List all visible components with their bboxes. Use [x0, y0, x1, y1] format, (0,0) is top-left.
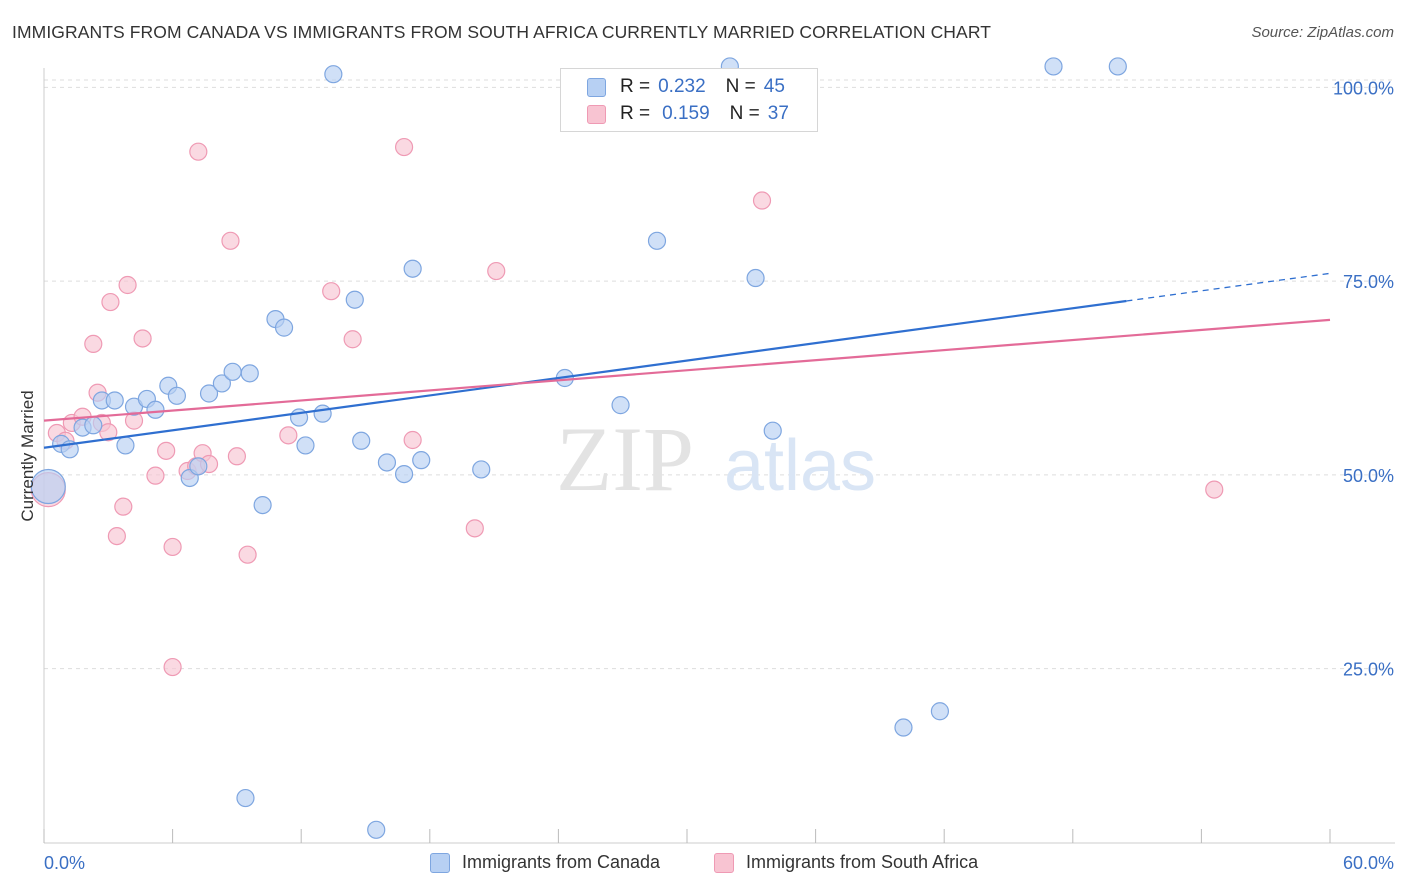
south-africa-point	[84, 334, 103, 353]
y-tick-label: 100.0%	[1333, 78, 1394, 98]
legend-r-value-south-africa: 0.159	[662, 103, 710, 124]
legend-swatch-canada	[587, 77, 606, 97]
y-tick-label: 25.0%	[1343, 660, 1394, 680]
canada-point	[199, 384, 219, 403]
legend-swatch-south-africa	[587, 104, 606, 124]
south-africa-point	[394, 137, 414, 157]
x-tick-label-max: 60.0%	[1343, 853, 1394, 873]
south-africa-point	[118, 275, 137, 295]
canada-point	[30, 468, 66, 505]
canada-point	[84, 416, 103, 435]
legend-row-south-africa: R = 0.159 N = 37	[587, 101, 789, 127]
bottom-legend-canada: Immigrants from Canada	[430, 852, 660, 873]
canada-point	[223, 362, 242, 381]
canada-point	[352, 431, 371, 450]
canada-point	[403, 259, 422, 278]
south-africa-point	[107, 526, 126, 546]
canada-point	[313, 404, 332, 423]
canada-point	[167, 386, 186, 405]
legend-r-label: R =	[620, 103, 651, 124]
chart-title: IMMIGRANTS FROM CANADA VS IMMIGRANTS FRO…	[12, 22, 992, 42]
canada-point	[763, 421, 782, 440]
south-africa-point	[163, 537, 182, 557]
canada-point	[367, 820, 386, 839]
y-axis-title: Currently Married	[18, 390, 37, 522]
south-africa-point	[133, 329, 152, 348]
canada-point	[345, 290, 364, 309]
canada-point	[116, 436, 135, 455]
canada-point	[189, 457, 208, 476]
south-africa-point	[99, 423, 118, 442]
bottom-legend-south-africa: Immigrants from South Africa	[714, 852, 978, 873]
canada-point	[377, 453, 397, 472]
south-africa-point	[343, 330, 362, 349]
canada-point	[647, 231, 667, 250]
axes	[43, 68, 1395, 844]
south-africa-point	[227, 447, 246, 466]
canada-point	[253, 496, 272, 515]
canada-point	[472, 460, 491, 479]
canada-point	[746, 268, 765, 288]
south-africa-point	[465, 519, 484, 538]
south-africa-point	[279, 426, 298, 445]
south-africa-point	[487, 261, 506, 281]
legend-n-label: N =	[729, 103, 760, 124]
watermark-zip: ZIP	[556, 408, 694, 510]
y-tick-label: 75.0%	[1343, 272, 1394, 292]
south-africa-point	[157, 441, 176, 460]
canada-point	[240, 364, 259, 383]
canada-point	[236, 788, 255, 808]
canada-point	[1108, 57, 1127, 76]
bottom-legend-label-canada: Immigrants from Canada	[462, 852, 661, 872]
south-africa-point	[403, 430, 422, 450]
south-africa-point	[101, 292, 120, 312]
legend: R = 0.232 N = 45 R = 0.159 N = 37	[560, 68, 818, 132]
canada-trendline-dashed	[1126, 272, 1331, 302]
x-tick-label-min: 0.0%	[44, 853, 85, 873]
canada-point	[894, 718, 913, 737]
canada-point	[296, 436, 315, 455]
south-africa-point	[322, 282, 341, 301]
canada-point	[394, 465, 414, 484]
y-tick-label: 50.0%	[1343, 466, 1394, 486]
bottom-legend-swatch-canada	[430, 852, 450, 873]
bottom-legend-label-south-africa: Immigrants from South Africa	[746, 852, 979, 872]
south-africa-point	[752, 191, 772, 210]
canada-point	[212, 374, 231, 393]
south-africa-point	[163, 657, 182, 677]
trendlines	[43, 272, 1331, 449]
south-africa-trendline	[43, 318, 1331, 422]
canada-point	[105, 391, 124, 410]
canada-point	[274, 318, 294, 337]
canada-point	[930, 702, 950, 721]
watermark-atlas: atlas	[724, 426, 876, 506]
south-africa-point	[221, 231, 240, 250]
south-africa-point	[1205, 480, 1224, 499]
legend-n-label: N =	[725, 76, 756, 97]
tick-labels: 100.0% 75.0% 50.0% 25.0% 0.0% 60.0%	[44, 78, 1394, 873]
legend-n-value-canada: 45	[763, 76, 785, 97]
canada-point	[146, 400, 165, 419]
source-label: Source: ZipAtlas.com	[1251, 24, 1394, 41]
canada-point	[611, 396, 630, 415]
canada-point	[324, 65, 343, 84]
canada-point	[412, 451, 431, 470]
south-africa-point	[238, 545, 257, 564]
legend-n-value-south-africa: 37	[767, 103, 789, 124]
south-africa-point	[114, 497, 133, 516]
canada-trendline	[43, 299, 1127, 449]
legend-row-canada: R = 0.232 N = 45	[587, 74, 785, 100]
south-africa-point	[146, 466, 165, 485]
bottom-legend-swatch-south-africa	[714, 852, 734, 873]
legend-r-value-canada: 0.232	[658, 76, 706, 97]
canada-point	[1044, 57, 1063, 76]
legend-r-label: R =	[620, 76, 651, 97]
south-africa-point	[189, 142, 208, 161]
